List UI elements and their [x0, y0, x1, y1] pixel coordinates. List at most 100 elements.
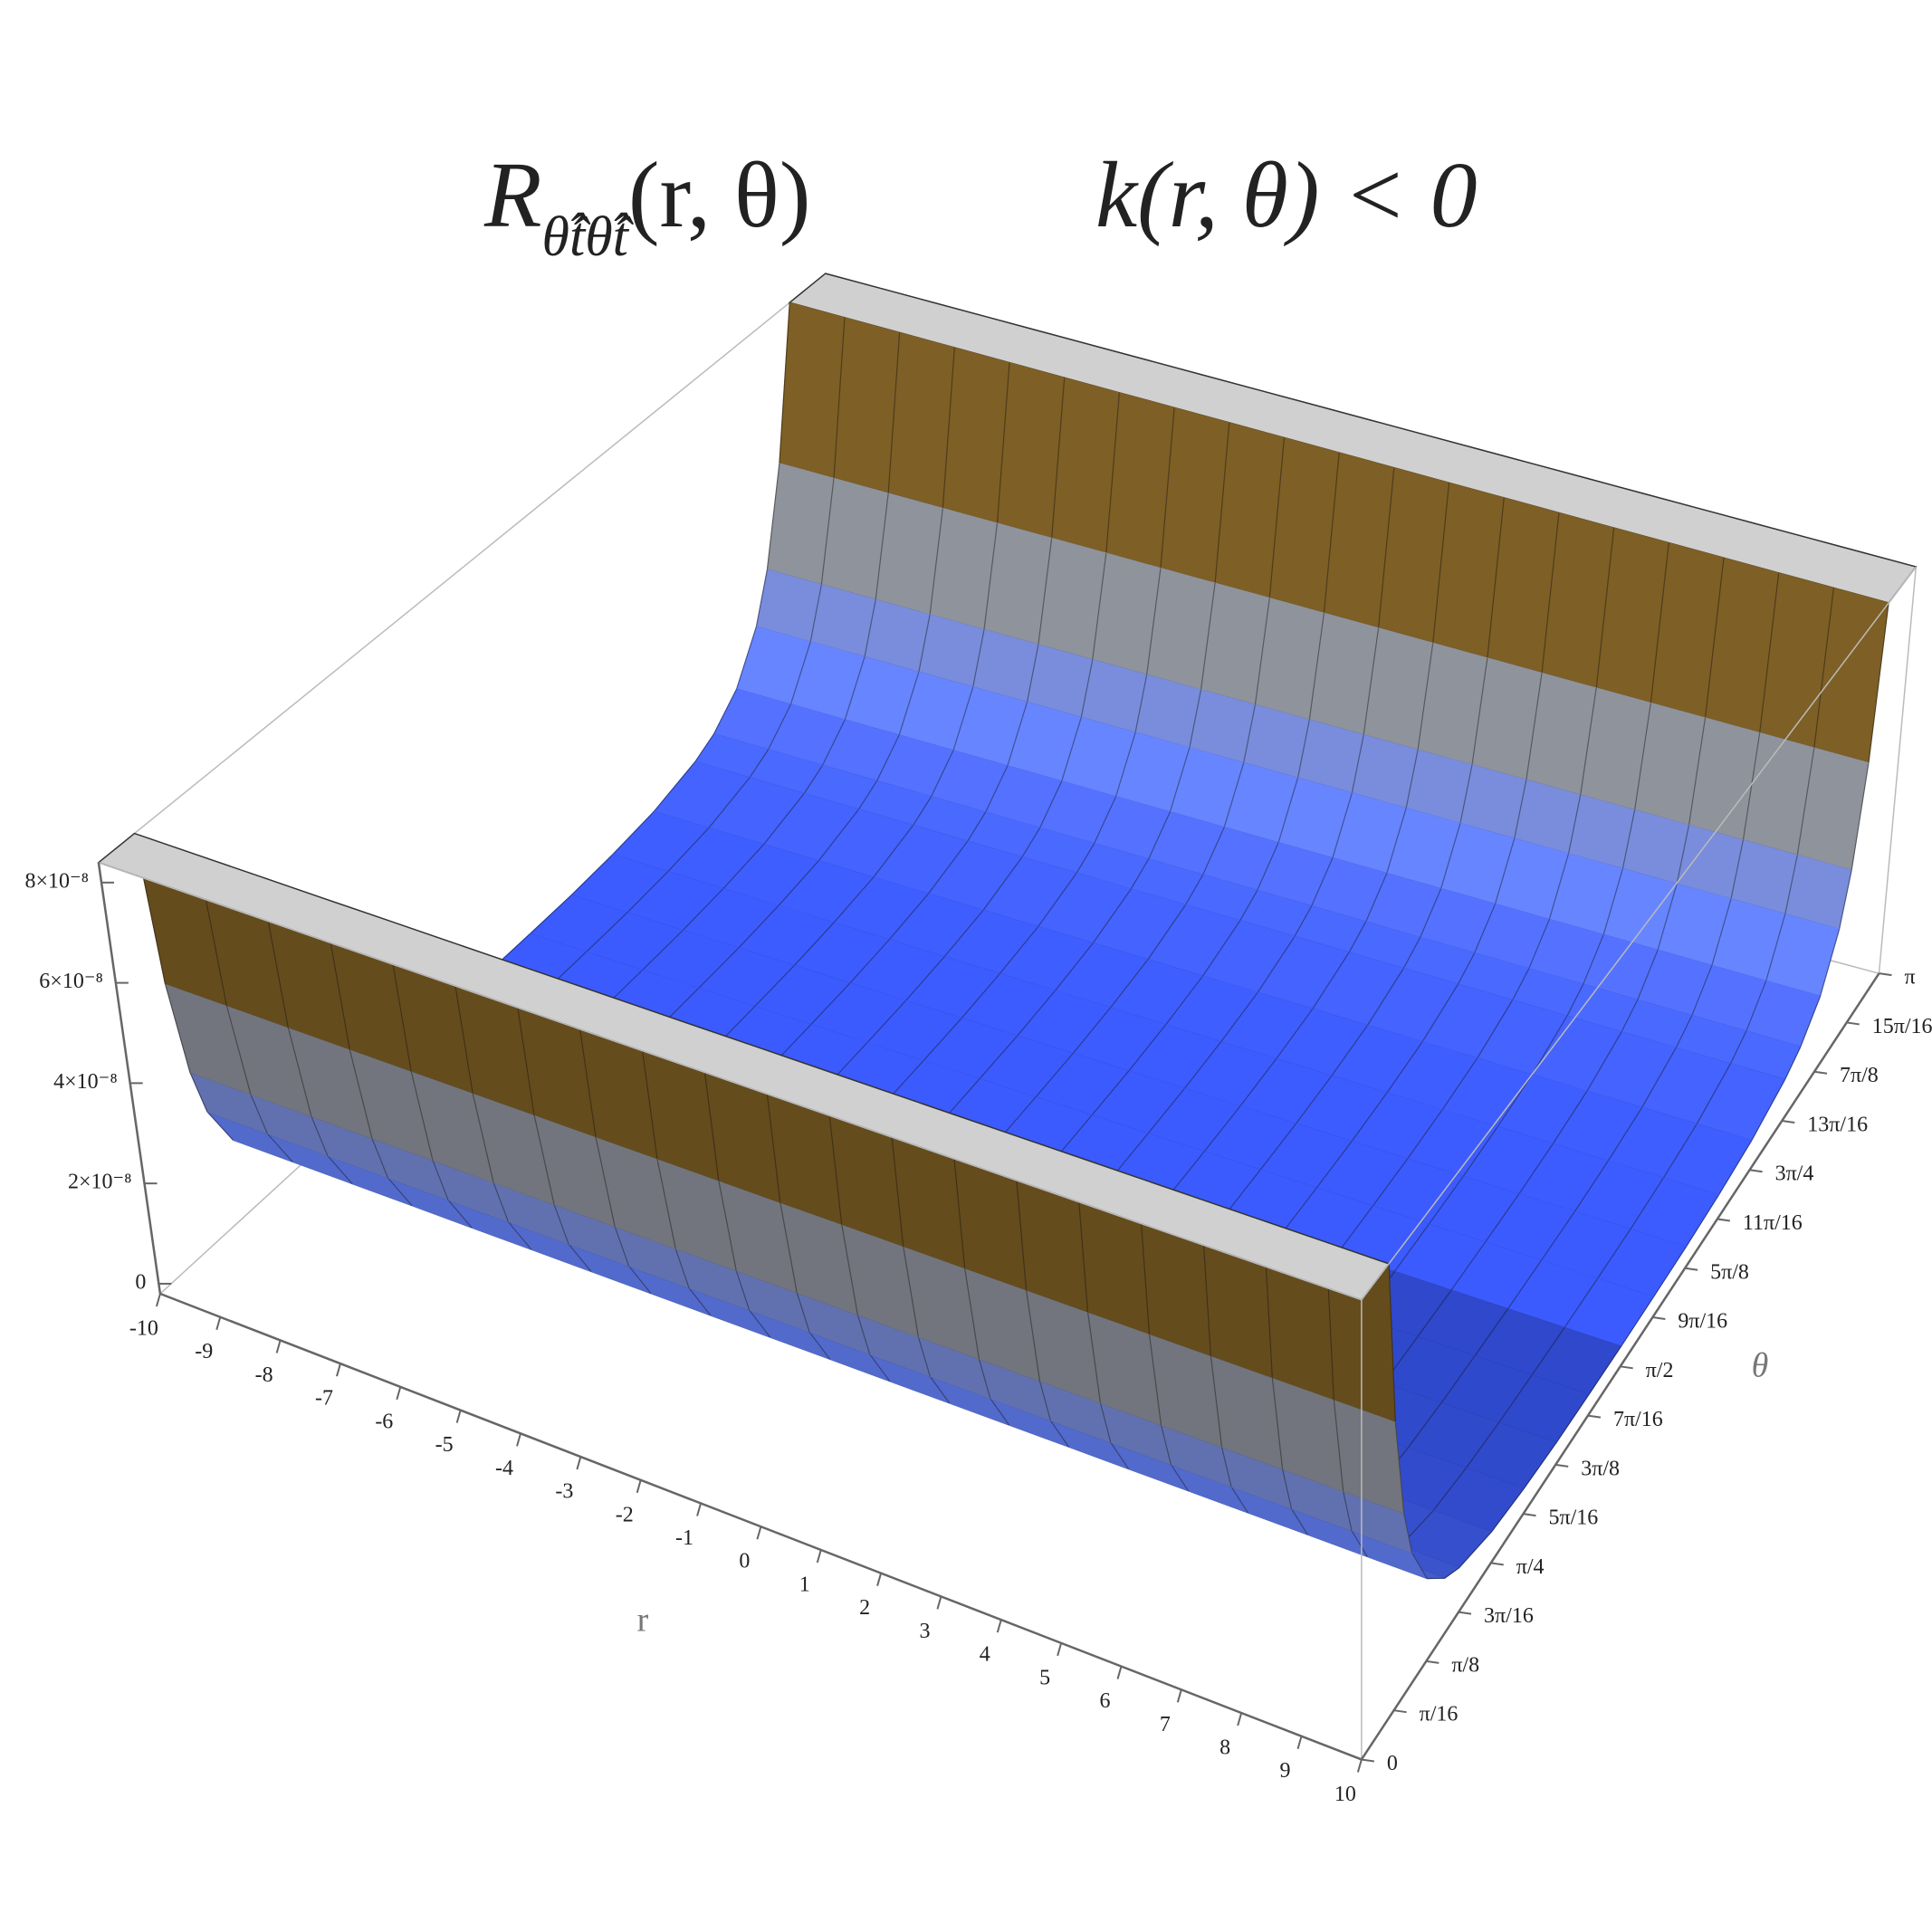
mesh-line: [844, 656, 866, 721]
x-tick-label: -4: [495, 1457, 513, 1480]
x-tick-label: -1: [675, 1526, 693, 1550]
mesh-line: [796, 1292, 810, 1333]
y-tick: [1684, 1267, 1698, 1271]
x-tick: [215, 1316, 222, 1331]
mesh-line: [1323, 453, 1340, 614]
mesh-line: [749, 749, 770, 779]
mesh-line: [1290, 1508, 1308, 1535]
mesh-line: [1308, 613, 1325, 721]
mesh-line: [1167, 1151, 1205, 1198]
mesh-line: [1717, 1140, 1753, 1196]
mesh-line: [963, 1267, 980, 1360]
mesh-line: [927, 840, 969, 894]
mesh-line: [1420, 888, 1442, 938]
mesh-line: [1239, 890, 1258, 922]
mesh-line: [793, 922, 835, 966]
mesh-line: [967, 811, 987, 842]
mesh-line: [904, 956, 945, 1001]
mesh-line: [1583, 934, 1604, 985]
box-edge: [98, 861, 1363, 1301]
mesh-line: [1497, 1074, 1533, 1128]
mesh-line: [1271, 1377, 1284, 1469]
mesh-line: [1637, 950, 1659, 1000]
mesh-line: [1691, 965, 1713, 1016]
mesh-line: [810, 982, 851, 1026]
mesh-line: [942, 347, 955, 509]
mesh-line: [250, 1094, 268, 1134]
chart-title: Rθ̂t̂θ̂t̂(r, θ): [483, 143, 810, 268]
mesh-line: [585, 912, 627, 953]
mesh-line: [1765, 913, 1786, 981]
mesh-line: [1280, 1187, 1317, 1235]
x-tick-label: -6: [375, 1410, 393, 1433]
mesh-line: [713, 688, 738, 734]
mesh-line: [674, 1248, 690, 1288]
mesh-line: [1459, 1531, 1492, 1568]
mesh-line: [1528, 919, 1550, 970]
mesh-line: [1440, 1355, 1476, 1404]
mesh-line: [1386, 808, 1407, 874]
mesh-line: [1365, 873, 1388, 923]
x-tick: [516, 1433, 521, 1447]
mesh-line: [1566, 983, 1584, 1017]
mesh-line: [1025, 1289, 1041, 1382]
mesh-line: [1497, 1374, 1533, 1424]
box-edge: [1361, 566, 1917, 1301]
mesh-line: [1428, 1176, 1464, 1225]
x-tick: [636, 1479, 642, 1494]
mesh-line: [1796, 747, 1815, 856]
x-tick-label: 2: [859, 1596, 870, 1620]
mesh-line: [1086, 1311, 1102, 1403]
mesh-line: [1202, 827, 1225, 875]
mesh-line: [1507, 1260, 1542, 1310]
mesh-line: [929, 508, 943, 615]
mesh-line: [983, 522, 999, 630]
mesh-line: [1676, 825, 1690, 885]
mesh-line: [1257, 936, 1296, 993]
mesh-line: [931, 750, 954, 798]
mesh-line: [1851, 762, 1870, 871]
mesh-line: [1372, 1158, 1409, 1207]
x-tick: [1116, 1666, 1123, 1679]
mesh-line: [1038, 538, 1053, 646]
mesh-line: [1514, 779, 1527, 839]
mesh-line: [1254, 598, 1270, 705]
y-tick-label: 7π/8: [1840, 1064, 1879, 1087]
y-tick-label: 3π/8: [1581, 1457, 1620, 1480]
mesh-line: [1421, 983, 1459, 1043]
mesh-line: [1268, 437, 1286, 598]
mesh-line: [1621, 809, 1636, 869]
mesh-line: [1432, 1468, 1467, 1512]
mesh-line: [1214, 422, 1230, 584]
mesh-line: [708, 777, 751, 829]
mesh-line: [1696, 1063, 1731, 1125]
mesh-line: [888, 893, 929, 941]
mesh-line: [1220, 991, 1258, 1043]
mesh-line: [1440, 823, 1461, 889]
mesh-line: [1564, 1278, 1598, 1328]
y-tick: [1523, 1513, 1536, 1517]
mesh-line: [1331, 1025, 1368, 1076]
mesh-line: [1224, 1169, 1261, 1216]
x-tick-label: 4: [980, 1643, 990, 1667]
x-tick: [576, 1456, 582, 1470]
x-tick: [1057, 1642, 1063, 1657]
mesh-line: [1134, 674, 1148, 733]
z-tick-label: 6×10⁻⁸: [39, 970, 103, 993]
x-tick: [696, 1503, 703, 1516]
mesh-line: [595, 1136, 616, 1227]
mesh-line: [1588, 1345, 1622, 1395]
mesh-line: [1348, 921, 1367, 953]
mesh-line: [1784, 1047, 1802, 1080]
mesh-line: [1494, 837, 1516, 904]
mesh-line: [698, 947, 740, 990]
mesh-line: [1662, 1124, 1698, 1179]
mesh-line: [1640, 1047, 1677, 1108]
x-tick: [155, 1293, 161, 1307]
x-tick-label: 9: [1280, 1759, 1291, 1783]
mesh-line: [327, 1155, 353, 1184]
mesh-line: [869, 1353, 891, 1382]
x-tick: [275, 1340, 282, 1353]
mesh-line: [641, 930, 684, 971]
